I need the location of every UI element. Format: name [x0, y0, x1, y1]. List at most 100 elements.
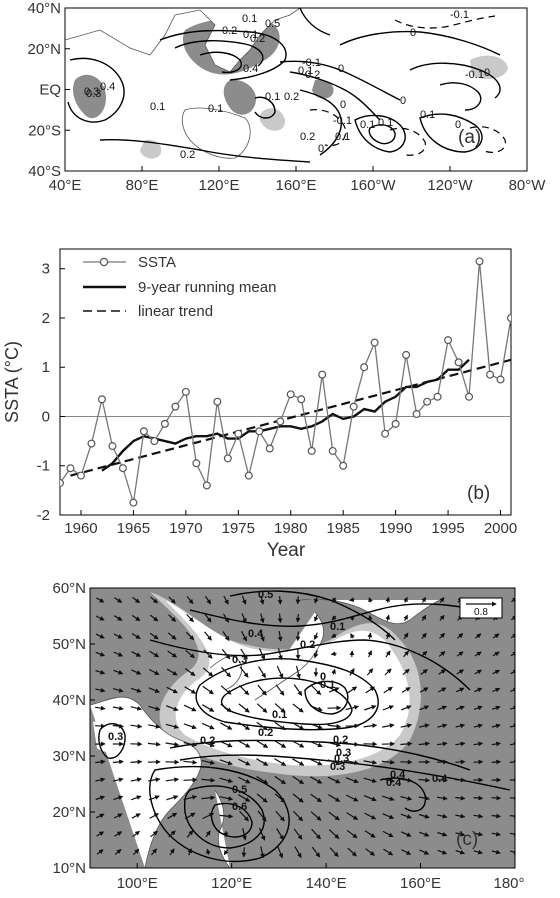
x-tick-label: 120°W: [427, 177, 473, 194]
wind-vector: [491, 813, 502, 819]
wind-vector: [381, 759, 395, 765]
wind-vector: [293, 828, 303, 840]
wind-vector: [257, 810, 267, 822]
ssta-point: [150, 437, 159, 446]
wind-vector: [313, 614, 319, 622]
wind-vector: [418, 741, 430, 747]
y-tick-label: 40°S: [28, 163, 61, 180]
contour-label: 0.2: [222, 25, 237, 37]
legend-label-trend: linear trend: [138, 303, 213, 320]
ssta-point: [118, 464, 127, 473]
ssta-point: [139, 427, 148, 436]
wind-vector: [400, 813, 412, 819]
wind-vector: [95, 633, 105, 639]
wind-vector: [95, 795, 106, 801]
contour-label: 0.4: [100, 81, 115, 93]
ssta-point: [265, 444, 274, 453]
wind-vector: [166, 668, 178, 676]
contour-label: 0.2: [333, 734, 348, 746]
contour-line: [419, 113, 483, 153]
wind-vector: [277, 631, 283, 642]
wind-vector: [184, 668, 196, 676]
shade-region: [140, 139, 162, 159]
y-tick-label: -2: [37, 507, 50, 524]
wind-vector: [166, 686, 179, 694]
x-tick-label: 2000: [484, 520, 517, 537]
wind-vector: [95, 813, 105, 819]
wind-vector: [112, 759, 124, 765]
x-tick-label: 180°: [493, 875, 524, 892]
wind-vector: [331, 633, 337, 638]
wind-vector: [274, 703, 286, 713]
wind-vector: [310, 811, 322, 821]
contour-label: 0.1: [265, 91, 280, 103]
wind-vector: [384, 668, 392, 676]
contour-label: 0.1: [335, 131, 350, 143]
wind-vector: [437, 741, 448, 747]
ssta-point: [360, 363, 369, 372]
contour-label: 0: [410, 27, 416, 39]
contour-line: [299, 89, 342, 156]
ssta-point: [202, 481, 211, 490]
ssta-point: [60, 478, 64, 487]
coastline: [65, 8, 301, 73]
contour-label: 0.2: [300, 131, 315, 143]
wind-vector: [219, 759, 233, 766]
wind-vector: [401, 849, 412, 855]
wind-vector: [130, 759, 143, 765]
wind-vector: [473, 795, 484, 801]
wind-vector: [437, 831, 448, 837]
contour-label: 0.1: [330, 621, 345, 633]
contour-line: [229, 590, 396, 641]
wind-vector: [420, 650, 428, 658]
ssta-point: [496, 375, 505, 384]
ssta-point: [87, 439, 96, 448]
wind-vector: [382, 723, 395, 729]
coastline: [90, 696, 202, 868]
wind-vector: [367, 632, 373, 640]
wind-vector: [474, 669, 483, 675]
contour-line: [183, 785, 265, 849]
legend-label-ssta: SSTA: [138, 254, 176, 271]
wind-vector: [114, 597, 123, 603]
wind-vector: [242, 828, 247, 841]
contour-line: [159, 29, 287, 81]
x-tick-label: 1965: [117, 520, 150, 537]
wind-vector: [311, 828, 321, 840]
wind-vector: [238, 740, 251, 748]
wind-vector: [385, 614, 390, 621]
wind-vector: [256, 775, 269, 785]
wind-vector: [421, 596, 427, 603]
wind-vector: [201, 795, 216, 801]
wind-vector: [131, 651, 142, 657]
wind-vector: [382, 830, 394, 838]
wind-vector: [367, 650, 372, 658]
wind-vector: [295, 665, 301, 679]
wind-vector: [328, 829, 340, 839]
wind-vector: [295, 596, 301, 605]
wind-vector: [313, 650, 319, 659]
wind-vector: [202, 704, 215, 712]
wind-vector: [419, 705, 430, 711]
running-mean-line: [101, 358, 470, 472]
contour-line: [199, 51, 242, 74]
wind-vector: [112, 723, 124, 729]
wind-vector: [204, 631, 212, 641]
wind-vector: [309, 758, 323, 766]
wind-vector: [292, 703, 304, 713]
x-tick-label: 1980: [274, 520, 307, 537]
wind-vector: [131, 813, 141, 819]
wind-vector: [346, 829, 358, 839]
wind-vector: [331, 615, 337, 621]
wind-vector: [240, 630, 248, 642]
ssta-point: [192, 459, 201, 468]
wind-vector: [400, 796, 413, 801]
reference-vector-value: 0.8: [474, 607, 488, 618]
contour-line-dashed: [309, 109, 347, 147]
wind-vector: [130, 777, 142, 783]
ssta-line: [60, 261, 511, 503]
ssta-point: [433, 392, 442, 401]
wind-vector: [149, 813, 159, 819]
contour-label: 0.3: [232, 654, 247, 666]
contour-label: 0.2: [180, 149, 195, 161]
